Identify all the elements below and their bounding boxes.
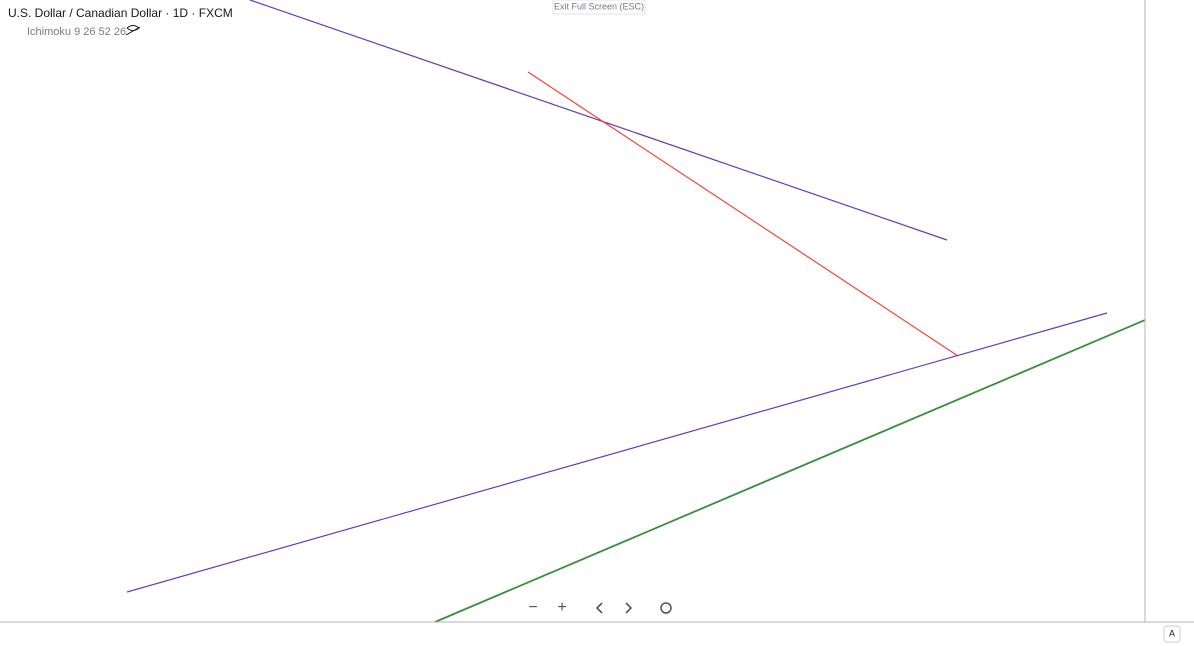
reset-button[interactable] <box>660 602 672 614</box>
zoom-in-button[interactable]: + <box>557 599 566 616</box>
trendline <box>434 319 1146 623</box>
legend: U.S. Dollar / Canadian Dollar · 1D · FXC… <box>8 6 233 38</box>
symbol-title: U.S. Dollar / Canadian Dollar · 1D · FXC… <box>8 6 233 20</box>
trendline <box>126 312 1108 593</box>
scroll-left-button[interactable] <box>595 602 603 614</box>
trendline <box>527 71 959 357</box>
exit-fullscreen-text[interactable]: Exit Full Screen (ESC) <box>554 1 644 11</box>
scroll-right-button[interactable] <box>625 602 633 614</box>
trendlines <box>126 0 1146 623</box>
auto-scale-icon[interactable]: A <box>1169 628 1175 638</box>
auto-scale-button[interactable] <box>1163 625 1181 643</box>
zoom-toolbar: − + <box>528 599 672 616</box>
exit-fullscreen-button[interactable] <box>552 0 646 15</box>
ichimoku-label: Ichimoku 9 26 52 26 <box>27 26 126 38</box>
zoom-out-button[interactable]: − <box>528 599 537 616</box>
hide-icon[interactable] <box>125 25 141 36</box>
trendline <box>249 0 948 241</box>
